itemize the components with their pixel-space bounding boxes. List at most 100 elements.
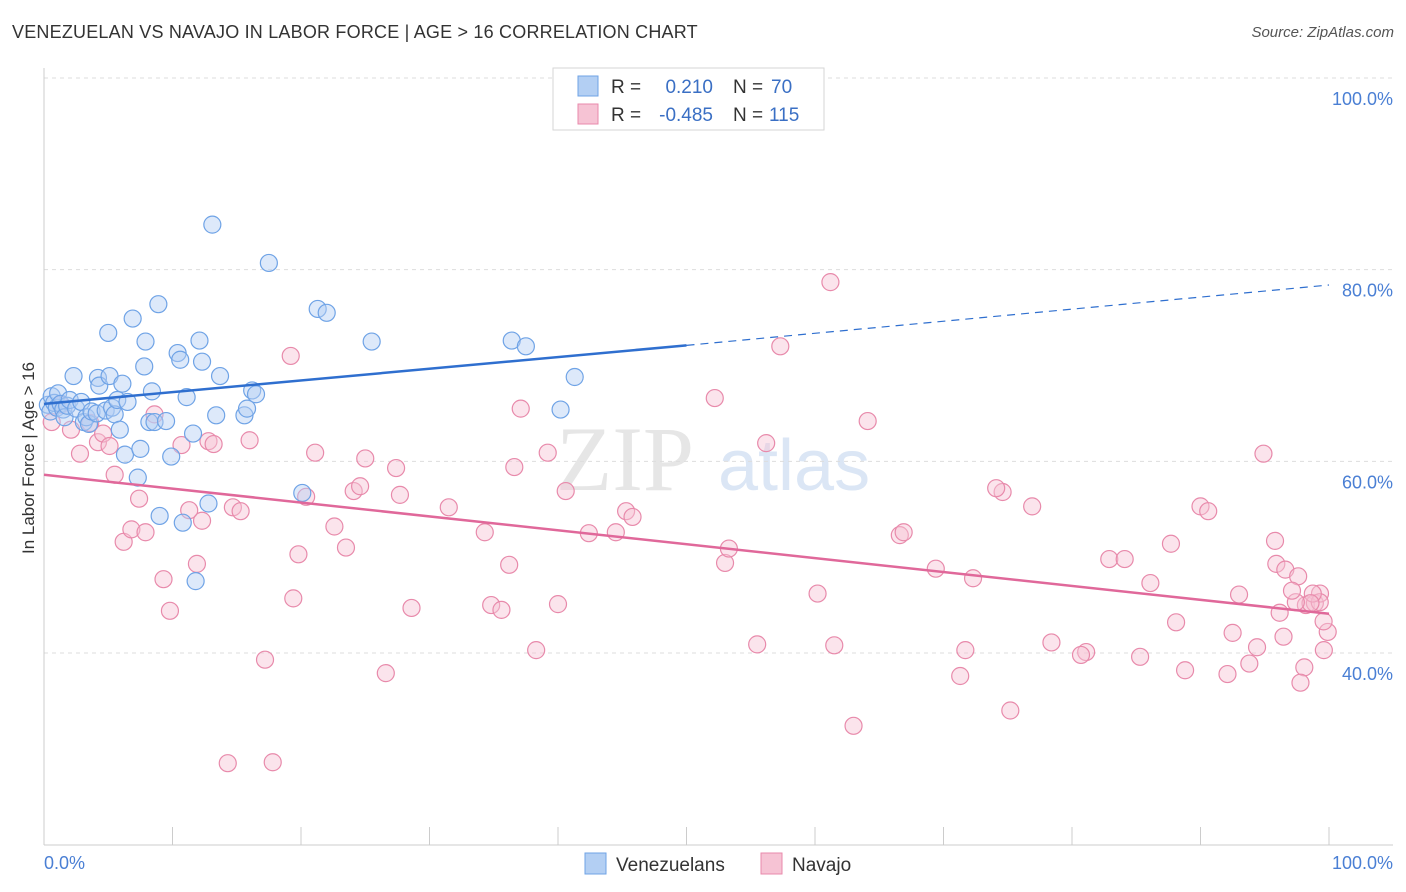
chart-title: VENEZUELAN VS NAVAJO IN LABOR FORCE | AG…	[12, 22, 698, 42]
data-point	[160, 601, 180, 620]
data-point	[505, 457, 524, 477]
data-point	[1247, 638, 1267, 657]
data-point	[538, 443, 557, 462]
data-point	[1166, 613, 1186, 632]
data-point	[171, 350, 190, 369]
data-point	[284, 589, 303, 608]
series-legend-label-venezuelans: Venezuelans	[616, 855, 725, 876]
trend-lines	[43, 284, 1330, 615]
data-point	[308, 299, 327, 319]
data-point	[1161, 534, 1181, 553]
series-legend-label-navajo: Navajo	[792, 855, 851, 876]
data-point	[623, 507, 642, 527]
series-legend-swatch-venezuelans	[584, 852, 607, 875]
data-point	[64, 366, 83, 386]
data-point	[1131, 647, 1150, 666]
data-point	[131, 439, 150, 458]
data-point	[150, 506, 169, 526]
data-point	[987, 479, 1006, 498]
data-point	[1282, 581, 1302, 600]
data-point	[351, 477, 370, 496]
axes	[43, 68, 1393, 846]
data-point	[821, 273, 840, 292]
data-point	[1274, 627, 1293, 646]
data-point	[1223, 623, 1242, 642]
data-point	[858, 411, 877, 431]
y-tick-label: 60.0%	[1342, 472, 1393, 492]
data-point	[1141, 573, 1160, 593]
venezuelan-trend-line	[43, 344, 687, 406]
data-point	[548, 595, 568, 614]
x-tick-label-max: 100.0%	[1332, 853, 1393, 873]
data-point	[99, 323, 118, 343]
data-point	[110, 420, 129, 439]
data-point	[187, 554, 207, 573]
data-point	[123, 309, 142, 328]
data-point	[204, 434, 223, 454]
data-point	[336, 538, 356, 557]
legend-n-label-1: N =	[733, 77, 763, 98]
data-point	[129, 489, 149, 508]
data-point	[1077, 642, 1096, 662]
data-point	[771, 337, 790, 356]
data-point	[70, 444, 90, 463]
data-point	[240, 431, 259, 450]
data-point	[1175, 661, 1195, 680]
data-point	[1199, 502, 1218, 521]
data-point	[183, 424, 203, 443]
legend-swatch-navajo	[577, 103, 599, 125]
data-point	[492, 600, 511, 619]
y-tick-labels: 40.0% 60.0% 80.0% 100.0%	[1332, 89, 1393, 684]
data-point	[203, 215, 222, 234]
data-point	[100, 436, 119, 456]
y-tick-label: 40.0%	[1342, 664, 1393, 684]
data-point	[386, 458, 406, 478]
legend-r-label-1: R =	[611, 77, 641, 98]
legend-r-value-2: -0.485	[659, 105, 713, 126]
data-point	[190, 331, 209, 350]
data-point	[825, 636, 844, 655]
y-tick-label: 80.0%	[1342, 281, 1393, 301]
data-point	[259, 253, 278, 273]
data-point	[844, 716, 863, 735]
data-point	[1267, 554, 1286, 573]
y-tick-label: 100.0%	[1332, 89, 1393, 109]
data-point	[926, 559, 945, 578]
watermark-zip: ZIP	[556, 408, 694, 510]
data-point	[1115, 549, 1134, 569]
data-point	[705, 388, 724, 408]
data-point	[1023, 497, 1042, 516]
legend-n-label-2: N =	[733, 105, 763, 126]
data-point	[192, 511, 212, 530]
data-point	[376, 664, 395, 683]
data-point	[1314, 641, 1333, 660]
data-point	[475, 523, 494, 542]
data-point	[289, 545, 308, 564]
data-point	[88, 433, 108, 452]
data-point	[516, 337, 535, 356]
data-point	[231, 502, 250, 521]
data-point	[1295, 658, 1314, 677]
venezuelan-trend-extension	[686, 284, 1330, 346]
data-point	[482, 595, 501, 615]
data-point	[390, 485, 410, 504]
stats-legend: R = 0.210 N = 70 R = -0.485 N = 115	[552, 67, 825, 131]
data-point	[173, 513, 192, 532]
data-point	[210, 366, 230, 386]
data-point	[527, 641, 546, 660]
data-point	[748, 635, 767, 654]
data-point	[136, 332, 155, 351]
data-point	[192, 352, 212, 371]
data-point	[142, 382, 162, 401]
data-point	[565, 367, 584, 387]
data-point	[156, 411, 176, 431]
x-tick-label-min: 0.0%	[44, 853, 85, 873]
data-point	[757, 434, 776, 453]
data-point	[356, 449, 375, 468]
legend-n-value-2: 115	[769, 105, 799, 126]
data-point	[1229, 585, 1249, 604]
data-point	[317, 303, 336, 322]
data-point	[154, 570, 173, 589]
data-point	[1071, 645, 1091, 665]
